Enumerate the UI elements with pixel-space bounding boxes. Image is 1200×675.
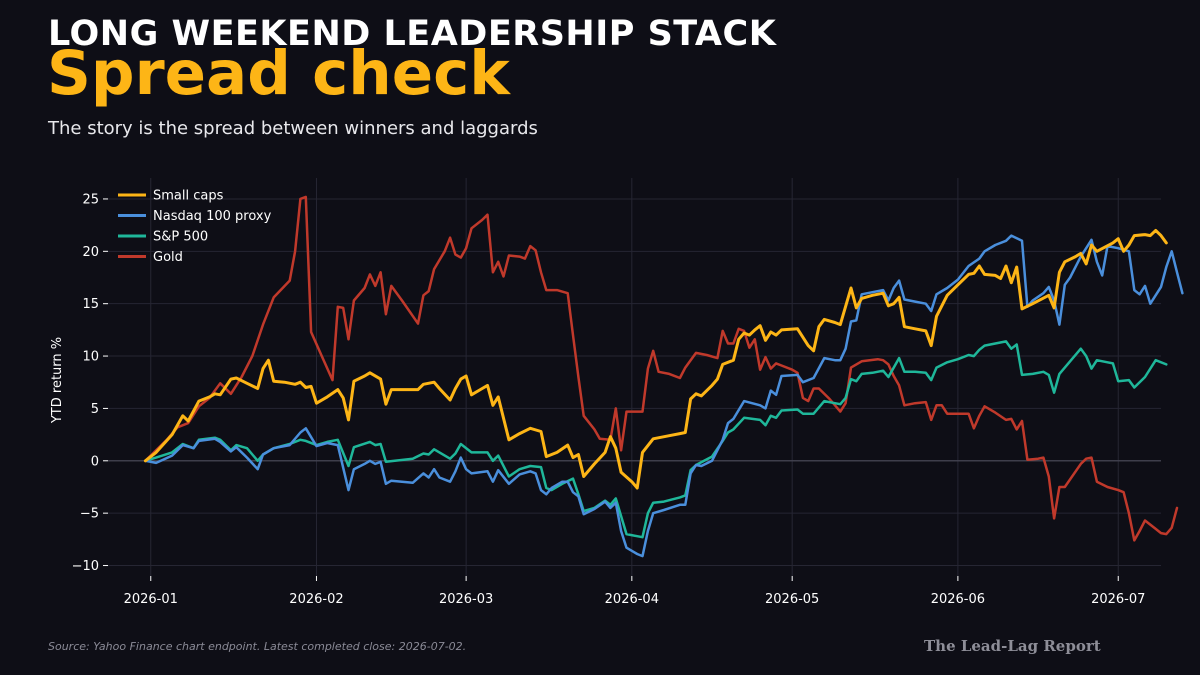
legend-label-nasdaq-100-proxy: Nasdaq 100 proxy: [153, 209, 272, 224]
x-tick-label: 2026-07: [1091, 592, 1145, 607]
chart-subtitle: The story is the spread between winners …: [48, 118, 538, 139]
series-line-s-p-500: [144, 340, 1168, 539]
chart-title: Spread check: [47, 38, 510, 109]
y-axis-label: YTD return %: [50, 337, 65, 424]
x-tick-label: 2026-03: [439, 592, 493, 607]
series-line-gold: [144, 195, 1179, 542]
y-tick-label: 15: [82, 297, 99, 312]
grid-layer: [108, 178, 1161, 576]
brand-logo-text: The Lead-Lag Report: [924, 637, 1101, 655]
x-tick-label: 2026-02: [289, 592, 343, 607]
x-tick-label: 2026-01: [124, 592, 178, 607]
series-line-nasdaq-100-proxy: [144, 234, 1184, 558]
y-tick-label: 5: [91, 402, 99, 417]
y-tick-label: 25: [82, 192, 99, 207]
chart-kicker: LONG WEEKEND LEADERSHIP STACK: [48, 14, 777, 54]
source-note: Source: Yahoo Finance chart endpoint. La…: [48, 640, 467, 653]
legend-label-gold: Gold: [153, 250, 183, 265]
legend-label-small-caps: Small caps: [153, 189, 224, 204]
series-line-small-caps: [143, 228, 1168, 490]
x-tick-label: 2026-04: [605, 592, 659, 607]
series-layer: [143, 195, 1184, 558]
y-tick-label: −10: [72, 559, 99, 574]
y-tick-label: 0: [91, 454, 99, 469]
legend: Small caps Nasdaq 100 proxy S&P 500 Gold: [118, 189, 272, 265]
y-tick-label: 10: [82, 350, 99, 365]
x-tick-label: 2026-05: [765, 592, 819, 607]
y-tick-label: −5: [80, 507, 99, 522]
y-tick-label: 20: [82, 245, 99, 260]
axis-layer: −10 −5 0 5 10 15 20 25 2026-01 2026-02 2026-03 2026…: [72, 192, 1146, 607]
x-tick-label: 2026-06: [931, 592, 985, 607]
legend-label-s-p-500: S&P 500: [153, 230, 208, 245]
